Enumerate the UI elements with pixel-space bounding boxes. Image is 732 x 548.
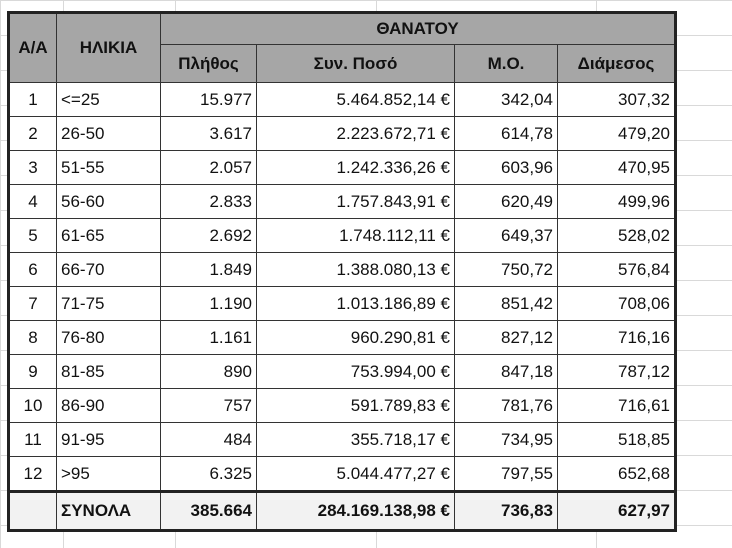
- cell-median: 716,61: [557, 388, 676, 423]
- cell-avg: 342,04: [454, 82, 558, 117]
- table-row: 5 61-65 2.692 1.748.112,11 €649,37 528,02: [8, 218, 676, 253]
- cell-count: 2.692: [160, 218, 257, 253]
- header-median: Διάμεσος: [557, 44, 676, 83]
- cell-avg: 847,18: [454, 354, 558, 389]
- cell-count: 1.161: [160, 320, 257, 355]
- cell-sum: 1.757.843,91 €: [256, 184, 455, 219]
- cell-median: 787,12: [557, 354, 676, 389]
- cell-age: 61-65: [56, 218, 161, 253]
- total-label: ΣΥΝΟΛΑ: [56, 490, 161, 531]
- table-row: 10 86-90 757 591.789,83 €781,76 716,61: [8, 388, 676, 423]
- cell-sum: 2.223.672,71 €: [256, 116, 455, 151]
- cell-avg: 827,12: [454, 320, 558, 355]
- cell-count: 1.849: [160, 252, 257, 287]
- header-group-deaths: ΘΑΝΑΤΟΥ: [160, 12, 676, 45]
- cell-age: <=25: [56, 82, 161, 117]
- cell-age: 26-50: [56, 116, 161, 151]
- cell-aa: 6: [8, 252, 57, 287]
- total-sum: 284.169.138,98 €: [256, 490, 455, 531]
- table-row: 11 91-95 484 355.718,17 €734,95 518,85: [8, 422, 676, 457]
- cell-aa: 12: [8, 456, 57, 492]
- cell-median: 652,68: [557, 456, 676, 492]
- cell-median: 470,95: [557, 150, 676, 185]
- cell-sum: 5.464.852,14 €: [256, 82, 455, 117]
- cell-median: 307,32: [557, 82, 676, 117]
- cell-avg: 614,78: [454, 116, 558, 151]
- cell-sum: 753.994,00 €: [256, 354, 455, 389]
- cell-aa: 2: [8, 116, 57, 151]
- cell-avg: 797,55: [454, 456, 558, 492]
- header-sum: Συν. Ποσό: [256, 44, 455, 83]
- cell-count: 1.190: [160, 286, 257, 321]
- cell-avg: 750,72: [454, 252, 558, 287]
- cell-aa: 7: [8, 286, 57, 321]
- cell-aa: 5: [8, 218, 57, 253]
- cell-aa: 9: [8, 354, 57, 389]
- cell-aa: 8: [8, 320, 57, 355]
- table-row: 4 56-60 2.833 1.757.843,91 €620,49 499,96: [8, 184, 676, 219]
- header-count: Πλήθος: [160, 44, 257, 83]
- cell-count: 15.977: [160, 82, 257, 117]
- cell-sum: 1.388.080,13 €: [256, 252, 455, 287]
- cell-age: 56-60: [56, 184, 161, 219]
- cell-aa: 3: [8, 150, 57, 185]
- cell-avg: 781,76: [454, 388, 558, 423]
- cell-aa: 1: [8, 82, 57, 117]
- header-avg: Μ.Ο.: [454, 44, 558, 83]
- table-row: 7 71-75 1.190 1.013.186,89 €851,42 708,06: [8, 286, 676, 321]
- cell-age: >95: [56, 456, 161, 492]
- cell-avg: 734,95: [454, 422, 558, 457]
- total-avg: 736,83: [454, 490, 558, 531]
- cell-count: 757: [160, 388, 257, 423]
- cell-age: 76-80: [56, 320, 161, 355]
- cell-avg: 649,37: [454, 218, 558, 253]
- cell-median: 708,06: [557, 286, 676, 321]
- total-median: 627,97: [557, 490, 676, 531]
- cell-avg: 851,42: [454, 286, 558, 321]
- cell-age: 51-55: [56, 150, 161, 185]
- cell-avg: 603,96: [454, 150, 558, 185]
- table-row: 9 81-85 890 753.994,00 €847,18 787,12: [8, 354, 676, 389]
- cell-sum: 1.242.336,26 €: [256, 150, 455, 185]
- cell-median: 716,16: [557, 320, 676, 355]
- cell-sum: 1.013.186,89 €: [256, 286, 455, 321]
- table-row: 3 51-55 2.057 1.242.336,26 €603,96 470,95: [8, 150, 676, 185]
- header-aa: Α/Α: [8, 12, 57, 83]
- cell-median: 479,20: [557, 116, 676, 151]
- cell-median: 499,96: [557, 184, 676, 219]
- cell-median: 576,84: [557, 252, 676, 287]
- totals-row: ΣΥΝΟΛΑ 385.664 284.169.138,98 € 736,83 6…: [8, 490, 676, 531]
- cell-count: 484: [160, 422, 257, 457]
- cell-avg: 620,49: [454, 184, 558, 219]
- cell-sum: 355.718,17 €: [256, 422, 455, 457]
- cell-count: 2.057: [160, 150, 257, 185]
- table-row: 8 76-80 1.161 960.290,81 €827,12 716,16: [8, 320, 676, 355]
- table-row: 12 >95 6.325 5.044.477,27 €797,55 652,68: [8, 456, 676, 492]
- cell-age: 86-90: [56, 388, 161, 423]
- cell-sum: 1.748.112,11 €: [256, 218, 455, 253]
- cell-aa: 10: [8, 388, 57, 423]
- cell-sum: 591.789,83 €: [256, 388, 455, 423]
- cell-sum: 5.044.477,27 €: [256, 456, 455, 492]
- cell-aa: 11: [8, 422, 57, 457]
- cell-median: 528,02: [557, 218, 676, 253]
- table-row: 2 26-50 3.617 2.223.672,71 €614,78 479,20: [8, 116, 676, 151]
- cell-age: 91-95: [56, 422, 161, 457]
- cell-count: 3.617: [160, 116, 257, 151]
- cell-count: 890: [160, 354, 257, 389]
- cell-sum: 960.290,81 €: [256, 320, 455, 355]
- cell-age: 66-70: [56, 252, 161, 287]
- table-row: 6 66-70 1.849 1.388.080,13 €750,72 576,84: [8, 252, 676, 287]
- total-aa: [8, 490, 57, 531]
- cell-median: 518,85: [557, 422, 676, 457]
- table-row: 1 <=25 15.977 5.464.852,14 €342,04 307,32: [8, 82, 676, 117]
- cell-aa: 4: [8, 184, 57, 219]
- cell-count: 6.325: [160, 456, 257, 492]
- total-count: 385.664: [160, 490, 257, 531]
- cell-age: 71-75: [56, 286, 161, 321]
- cell-count: 2.833: [160, 184, 257, 219]
- cell-age: 81-85: [56, 354, 161, 389]
- deaths-by-age-table: Α/Α ΗΛΙΚΙΑ ΘΑΝΑΤΟΥ Πλήθος Συν. Ποσό Μ.Ο.…: [7, 11, 677, 532]
- header-age: ΗΛΙΚΙΑ: [56, 12, 161, 83]
